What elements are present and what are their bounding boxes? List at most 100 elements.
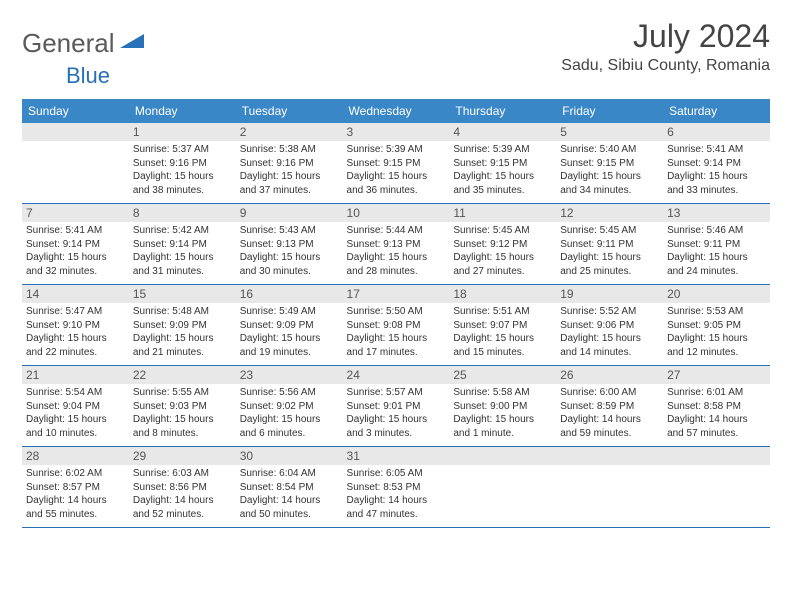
daylight-text: Daylight: 14 hours and 47 minutes.	[347, 494, 446, 521]
daylight-text: Daylight: 15 hours and 37 minutes.	[240, 170, 339, 197]
day-number	[449, 447, 556, 465]
day-details: Sunrise: 5:39 AMSunset: 9:15 PMDaylight:…	[453, 143, 552, 197]
calendar-row: 21Sunrise: 5:54 AMSunset: 9:04 PMDayligh…	[22, 366, 770, 447]
calendar-table: Sunday Monday Tuesday Wednesday Thursday…	[22, 99, 770, 528]
day-number	[556, 447, 663, 465]
day-number: 1	[129, 123, 236, 141]
day-number: 21	[22, 366, 129, 384]
sunrise-text: Sunrise: 5:44 AM	[347, 224, 446, 238]
day-details: Sunrise: 6:00 AMSunset: 8:59 PMDaylight:…	[560, 386, 659, 440]
calendar-cell	[663, 447, 770, 528]
day-number: 12	[556, 204, 663, 222]
calendar-cell: 25Sunrise: 5:58 AMSunset: 9:00 PMDayligh…	[449, 366, 556, 447]
daylight-text: Daylight: 15 hours and 3 minutes.	[347, 413, 446, 440]
calendar-cell: 30Sunrise: 6:04 AMSunset: 8:54 PMDayligh…	[236, 447, 343, 528]
day-number: 27	[663, 366, 770, 384]
sunrise-text: Sunrise: 5:58 AM	[453, 386, 552, 400]
day-number: 29	[129, 447, 236, 465]
day-number: 13	[663, 204, 770, 222]
calendar-cell: 19 Sunrise: 5:52 AMSunset: 9:06 PMDayligh…	[556, 285, 663, 366]
day-details: Sunrise: 6:03 AMSunset: 8:56 PMDaylight:…	[133, 467, 232, 521]
daylight-text: Daylight: 15 hours and 32 minutes.	[26, 251, 125, 278]
day-details: Sunrise: 5:55 AMSunset: 9:03 PMDaylight:…	[133, 386, 232, 440]
day-details: Sunrise: 5:57 AMSunset: 9:01 PMDaylight:…	[347, 386, 446, 440]
calendar-cell: 16Sunrise: 5:49 AMSunset: 9:09 PMDayligh…	[236, 285, 343, 366]
weekday-monday: Monday	[129, 99, 236, 123]
day-details: Sunrise: 5:44 AMSunset: 9:13 PMDaylight:…	[347, 224, 446, 278]
sunset-text: Sunset: 9:06 PM	[560, 319, 659, 333]
daylight-text: Daylight: 15 hours and 12 minutes.	[667, 332, 766, 359]
daylight-text: Daylight: 15 hours and 14 minutes.	[560, 332, 659, 359]
sunset-text: Sunset: 9:07 PM	[453, 319, 552, 333]
daylight-text: Daylight: 15 hours and 27 minutes.	[453, 251, 552, 278]
calendar-cell: 26Sunrise: 6:00 AMSunset: 8:59 PMDayligh…	[556, 366, 663, 447]
logo: General	[22, 28, 144, 59]
sunset-text: Sunset: 8:59 PM	[560, 400, 659, 414]
daylight-text: Daylight: 15 hours and 19 minutes.	[240, 332, 339, 359]
day-number: 31	[343, 447, 450, 465]
sunrise-text: Sunrise: 5:52 AM	[560, 305, 659, 319]
daylight-text: Daylight: 15 hours and 36 minutes.	[347, 170, 446, 197]
day-number: 14	[22, 285, 129, 303]
calendar-cell: 10Sunrise: 5:44 AMSunset: 9:13 PMDayligh…	[343, 204, 450, 285]
sunset-text: Sunset: 9:00 PM	[453, 400, 552, 414]
weekday-wednesday: Wednesday	[343, 99, 450, 123]
calendar-cell	[22, 123, 129, 204]
sunset-text: Sunset: 8:57 PM	[26, 481, 125, 495]
day-number: 23	[236, 366, 343, 384]
sunrise-text: Sunrise: 5:55 AM	[133, 386, 232, 400]
calendar-body: 1Sunrise: 5:37 AMSunset: 9:16 PMDaylight…	[22, 123, 770, 528]
calendar-row: 14Sunrise: 5:47 AMSunset: 9:10 PMDayligh…	[22, 285, 770, 366]
sunrise-text: Sunrise: 5:41 AM	[667, 143, 766, 157]
calendar-row: 1Sunrise: 5:37 AMSunset: 9:16 PMDaylight…	[22, 123, 770, 204]
day-details: Sunrise: 5:56 AMSunset: 9:02 PMDaylight:…	[240, 386, 339, 440]
daylight-text: Daylight: 15 hours and 6 minutes.	[240, 413, 339, 440]
day-details: Sunrise: 6:01 AMSunset: 8:58 PMDaylight:…	[667, 386, 766, 440]
calendar-row: 28Sunrise: 6:02 AMSunset: 8:57 PMDayligh…	[22, 447, 770, 528]
sunset-text: Sunset: 8:53 PM	[347, 481, 446, 495]
daylight-text: Daylight: 15 hours and 10 minutes.	[26, 413, 125, 440]
calendar-cell: 5Sunrise: 5:40 AMSunset: 9:15 PMDaylight…	[556, 123, 663, 204]
day-number: 16	[236, 285, 343, 303]
calendar-cell: 11Sunrise: 5:45 AMSunset: 9:12 PMDayligh…	[449, 204, 556, 285]
daylight-text: Daylight: 15 hours and 22 minutes.	[26, 332, 125, 359]
day-number: 8	[129, 204, 236, 222]
calendar-cell: 24Sunrise: 5:57 AMSunset: 9:01 PMDayligh…	[343, 366, 450, 447]
sunset-text: Sunset: 9:11 PM	[560, 238, 659, 252]
sunrise-text: Sunrise: 5:41 AM	[26, 224, 125, 238]
day-number: 28	[22, 447, 129, 465]
day-number: 9	[236, 204, 343, 222]
day-number: 19	[556, 285, 663, 303]
calendar-cell: 29 Sunrise: 6:03 AMSunset: 8:56 PMDayligh…	[129, 447, 236, 528]
day-number	[663, 447, 770, 465]
day-number: 7	[22, 204, 129, 222]
logo-triangle-icon	[120, 32, 144, 55]
calendar-cell: 8Sunrise: 5:42 AMSunset: 9:14 PMDaylight…	[129, 204, 236, 285]
sunset-text: Sunset: 9:03 PM	[133, 400, 232, 414]
weekday-saturday: Saturday	[663, 99, 770, 123]
daylight-text: Daylight: 15 hours and 33 minutes.	[667, 170, 766, 197]
daylight-text: Daylight: 14 hours and 52 minutes.	[133, 494, 232, 521]
sunset-text: Sunset: 9:04 PM	[26, 400, 125, 414]
sunrise-text: Sunrise: 6:02 AM	[26, 467, 125, 481]
calendar-cell: 27 Sunrise: 6:01 AMSunset: 8:58 PMDayligh…	[663, 366, 770, 447]
weekday-tuesday: Tuesday	[236, 99, 343, 123]
sunrise-text: Sunrise: 5:53 AM	[667, 305, 766, 319]
weekday-header-row: Sunday Monday Tuesday Wednesday Thursday…	[22, 99, 770, 123]
sunrise-text: Sunrise: 5:48 AM	[133, 305, 232, 319]
calendar-cell: 7Sunrise: 5:41 AMSunset: 9:14 PMDaylight…	[22, 204, 129, 285]
calendar-row: 7 Sunrise: 5:41 AM Sunset: 9:14 PM Daylight…	[22, 204, 770, 285]
calendar-cell: 4Sunrise: 5:39 AMSunset: 9:15 PMDaylight…	[449, 123, 556, 204]
sunset-text: Sunset: 9:10 PM	[26, 319, 125, 333]
daylight-text: Daylight: 14 hours and 55 minutes.	[26, 494, 125, 521]
day-details: Sunrise: 6:02 AMSunset: 8:57 PMDaylight:…	[26, 467, 125, 521]
day-details: Sunrise: 5:41 AMSunset: 9:14 PMDaylight:…	[667, 143, 766, 197]
day-details: Sunrise: 5:46 AMSunset: 9:11 PMDaylight:…	[667, 224, 766, 278]
sunrise-text: Sunrise: 6:01 AM	[667, 386, 766, 400]
day-number: 2	[236, 123, 343, 141]
sunset-text: Sunset: 9:14 PM	[133, 238, 232, 252]
calendar-cell: 23 Sunrise: 5:56 AMSunset: 9:02 PMDayligh…	[236, 366, 343, 447]
day-details: Sunrise: 5:40 AMSunset: 9:15 PMDaylight:…	[560, 143, 659, 197]
sunset-text: Sunset: 8:54 PM	[240, 481, 339, 495]
day-number: 30	[236, 447, 343, 465]
